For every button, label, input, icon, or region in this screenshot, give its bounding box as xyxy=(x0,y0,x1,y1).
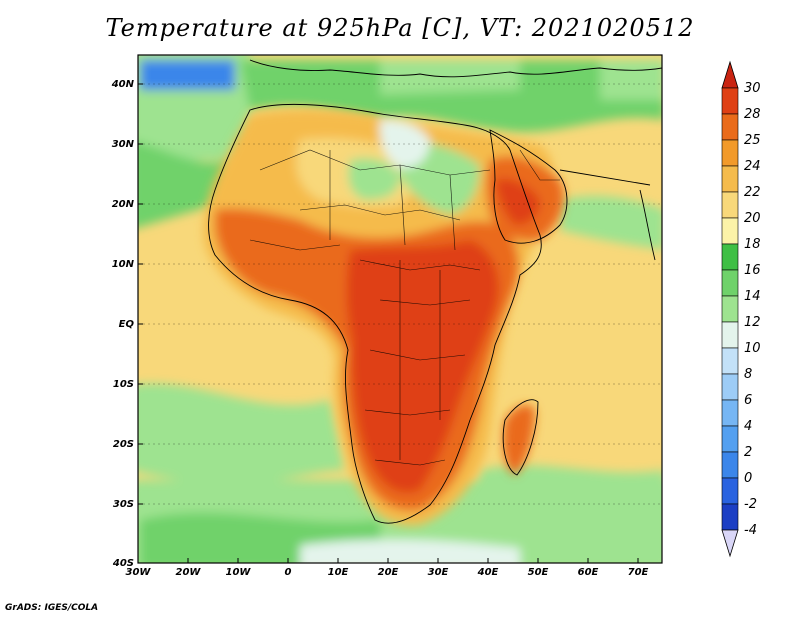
colorbar-swatch xyxy=(721,373,739,401)
lon-tick-label: 30W xyxy=(126,567,152,578)
colorbar-label: 2 xyxy=(744,445,752,460)
grid xyxy=(138,83,662,505)
lon-tick-label: 20E xyxy=(378,567,399,578)
lat-tick-label: 40N xyxy=(111,79,135,90)
colorbar-bottom-triangle xyxy=(721,529,739,558)
lon-tick-label: 40E xyxy=(477,567,499,578)
colorbar-label: 14 xyxy=(744,289,761,304)
colorbar-swatch xyxy=(721,217,739,245)
colorbar-label: 30 xyxy=(744,81,761,96)
lon-tick-label: 70E xyxy=(628,567,649,578)
colorbar-swatch xyxy=(721,399,739,427)
temperature-field xyxy=(138,55,662,563)
colorbar-label: 25 xyxy=(744,133,761,148)
lon-tick-label: 50E xyxy=(528,567,549,578)
colorbar-swatch xyxy=(721,477,739,505)
lat-tick-label: 20N xyxy=(112,199,135,210)
colorbar-label: 18 xyxy=(744,237,761,252)
lat-tick-label: 40S xyxy=(112,558,134,569)
colorbar-label: 22 xyxy=(744,185,761,200)
colorbar-swatch xyxy=(721,113,739,141)
colorbar-swatch xyxy=(721,503,739,531)
country-borders xyxy=(249,149,560,466)
map-frame xyxy=(137,54,663,564)
colorbar-label: -2 xyxy=(744,497,757,512)
colorbar-label: 28 xyxy=(744,107,761,122)
colorbar-swatch xyxy=(721,165,739,193)
lon-tick-label: 0 xyxy=(285,567,292,578)
colorbar-swatch xyxy=(721,269,739,297)
colorbar-swatch xyxy=(721,243,739,271)
colorbar-swatch xyxy=(721,191,739,219)
colorbar-swatch xyxy=(721,139,739,167)
colorbar-label: 4 xyxy=(744,419,752,434)
lat-tick-label: EQ xyxy=(119,319,135,330)
colorbar-swatch xyxy=(721,425,739,453)
lon-tick-label: 20W xyxy=(176,567,202,578)
colorbar-swatch xyxy=(721,321,739,349)
lat-tick-label: 20S xyxy=(113,439,134,450)
colorbar-label: 10 xyxy=(744,341,761,356)
lon-tick-label: 10W xyxy=(226,567,252,578)
lat-tick-label: 10N xyxy=(112,259,135,270)
colorbar-label: -4 xyxy=(744,523,757,538)
lat-tick-label: 30S xyxy=(113,499,134,510)
colorbar-label: 24 xyxy=(744,159,761,174)
colorbar-label: 6 xyxy=(744,393,752,408)
map-title: Temperature at 925hPa [C], VT: 202102051… xyxy=(105,14,695,42)
colorbar-top-triangle xyxy=(721,60,739,89)
lon-tick-label: 60E xyxy=(578,567,599,578)
lat-tick-label: 30N xyxy=(112,139,135,150)
colorbar-swatch xyxy=(721,451,739,479)
colorbar-swatch xyxy=(721,295,739,323)
lon-tick-label: 30E xyxy=(428,567,449,578)
coastlines xyxy=(208,59,662,524)
grads-credit: GrADS: IGES/COLA xyxy=(5,603,99,613)
colorbar-swatch xyxy=(721,347,739,375)
longitude-ticks: 30W 20W 10W 0 10E 20E 30E 40E 50E 60E 70E xyxy=(126,558,649,578)
colorbar-label: 20 xyxy=(744,211,761,226)
colorbar-label: 0 xyxy=(744,471,752,486)
colorbar-label: 8 xyxy=(744,367,752,382)
lon-tick-label: 10E xyxy=(328,567,349,578)
lat-tick-label: 10S xyxy=(113,379,134,390)
latitude-ticks: 40N 30N 20N 10N EQ 10S 20S 30S 40S xyxy=(111,79,143,569)
colorbar-swatch xyxy=(721,87,739,115)
colorbar-label: 16 xyxy=(744,263,761,278)
colorbar-label: 12 xyxy=(744,315,761,330)
